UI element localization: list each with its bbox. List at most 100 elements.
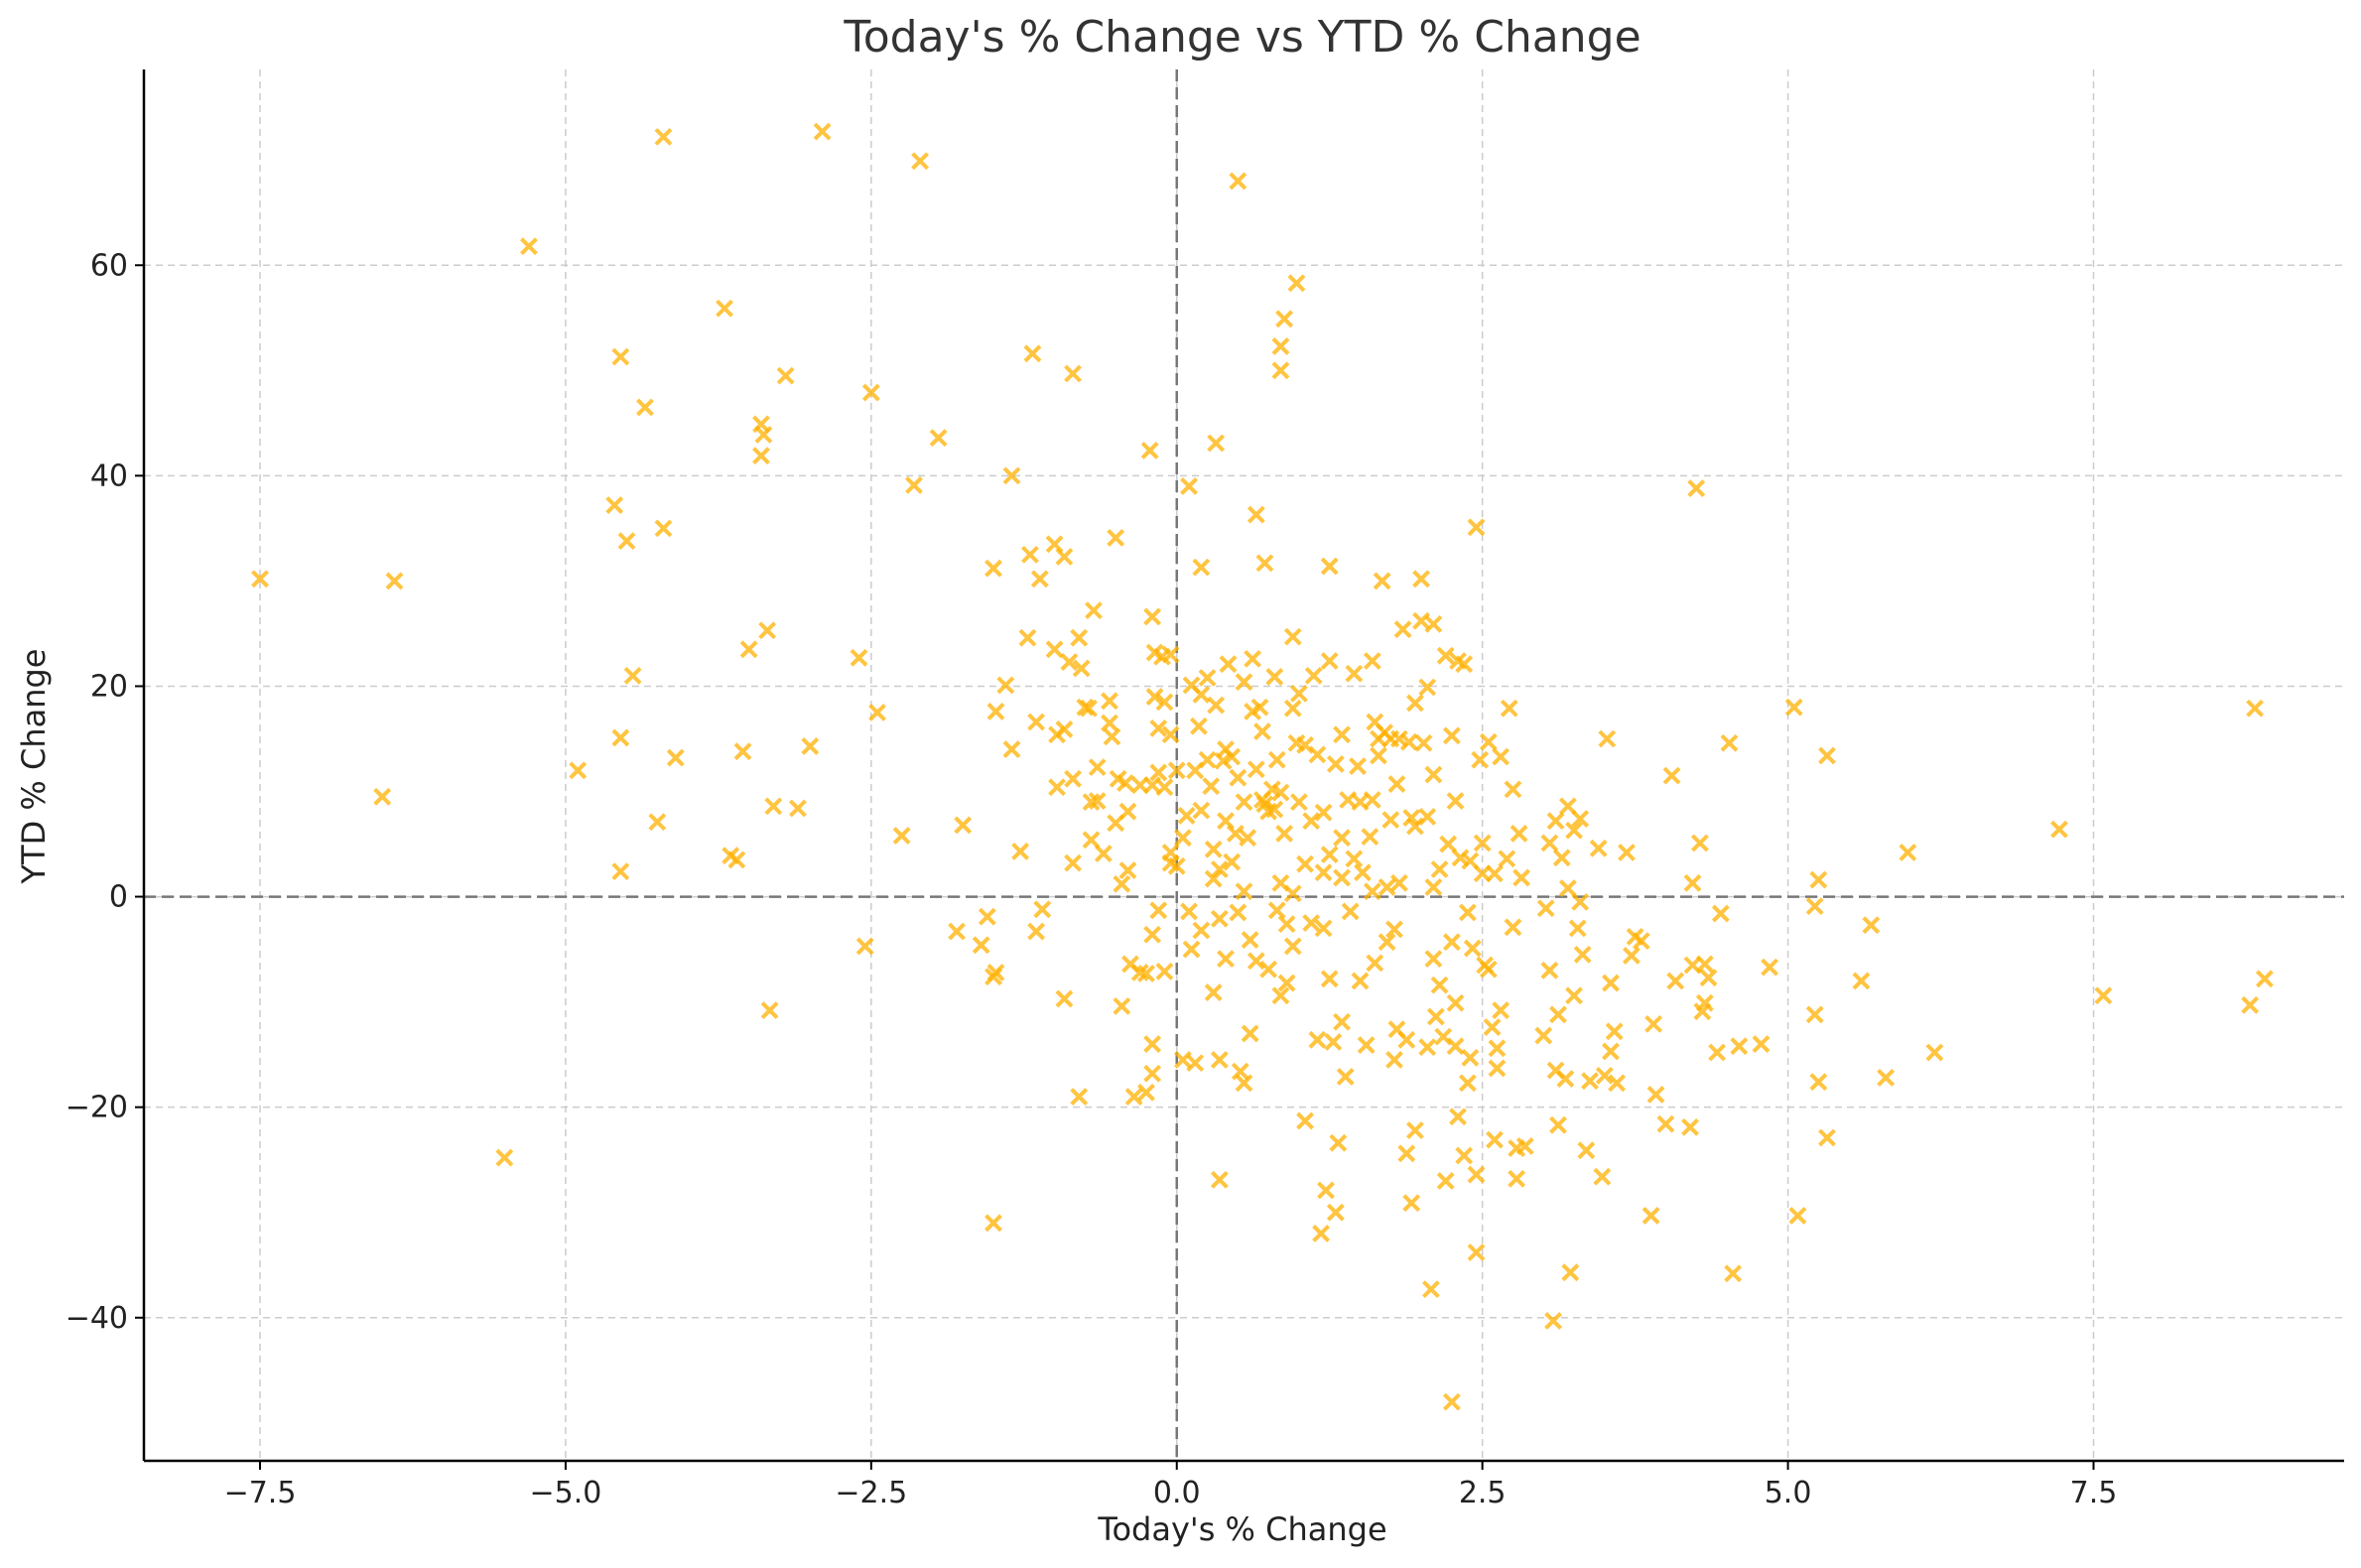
data-point [1561, 1263, 1580, 1282]
data-point [1473, 834, 1492, 852]
data-point [986, 964, 1005, 981]
data-point [1467, 1243, 1486, 1261]
data-point [1275, 825, 1294, 843]
data-point [1498, 849, 1516, 868]
data-point [1198, 750, 1217, 769]
data-point [1155, 693, 1174, 712]
data-point [1446, 993, 1465, 1012]
data-point [1406, 694, 1424, 713]
data-point [1632, 932, 1650, 951]
data-point [1329, 1133, 1348, 1152]
data-point [1451, 849, 1470, 867]
data-point [1458, 1074, 1477, 1093]
data-point [1500, 699, 1518, 718]
data-point [929, 429, 948, 448]
data-point [1229, 768, 1247, 787]
x-tick-label: 2.5 [1459, 1476, 1507, 1510]
data-point [1370, 746, 1387, 765]
data-point [1229, 172, 1247, 191]
data-point [1455, 655, 1474, 674]
data-point [954, 816, 973, 835]
data-point [1333, 725, 1351, 744]
data-point [605, 496, 624, 514]
data-point [1048, 778, 1066, 797]
data-point [1602, 974, 1620, 992]
data-point [1373, 572, 1391, 590]
data-point [1752, 1035, 1771, 1053]
data-point [1504, 918, 1522, 937]
data-point [1446, 1037, 1465, 1056]
data-point [1345, 849, 1364, 868]
data-point [1045, 640, 1064, 659]
data-point [1618, 844, 1636, 861]
data-point [1255, 554, 1274, 573]
data-point [2050, 820, 2068, 839]
data-point [1568, 919, 1587, 938]
data-point [1320, 557, 1339, 576]
x-tick-label: −5.0 [529, 1476, 601, 1510]
data-point [1508, 1169, 1526, 1188]
data-point [1094, 845, 1113, 862]
data-point [1174, 1051, 1192, 1069]
data-point [1549, 1005, 1567, 1024]
data-point [1687, 479, 1706, 497]
data-point [1426, 1007, 1445, 1026]
data-point [1418, 678, 1437, 697]
data-point [1161, 645, 1180, 664]
data-point [2241, 995, 2260, 1014]
axes-spines [142, 69, 2344, 1463]
data-point [1862, 916, 1881, 935]
data-point [1296, 1111, 1314, 1130]
data-point [1088, 758, 1107, 777]
data-point [1486, 864, 1504, 883]
data-point [1320, 970, 1339, 988]
data-point [1492, 1001, 1510, 1020]
data-point [1512, 868, 1531, 887]
data-point [1442, 726, 1461, 745]
data-point [1439, 835, 1458, 853]
data-point [1101, 692, 1118, 711]
data-point [1605, 1022, 1624, 1041]
data-point [1363, 652, 1381, 670]
data-point [855, 937, 874, 956]
data-point [1186, 1054, 1205, 1073]
data-point [948, 922, 966, 941]
data-point [1809, 870, 1828, 889]
data-point [1314, 919, 1333, 938]
x-tick-label: −2.5 [835, 1476, 907, 1510]
data-point [1155, 778, 1174, 797]
data-point [1271, 361, 1290, 380]
data-point [1571, 810, 1590, 829]
data-point [1192, 801, 1211, 820]
data-point [1565, 821, 1583, 840]
data-point [1877, 1069, 1896, 1087]
data-point [1088, 792, 1107, 810]
data-point [1204, 983, 1223, 1001]
data-point [733, 742, 752, 761]
data-point [1023, 344, 1042, 363]
data-point [1290, 684, 1308, 703]
data-point [1116, 774, 1134, 792]
data-point [1101, 714, 1118, 732]
data-point [1573, 945, 1592, 964]
data-point [1259, 960, 1278, 979]
x-tick-label: 0.0 [1153, 1476, 1201, 1510]
data-point [623, 666, 642, 685]
data-point [1730, 1037, 1749, 1056]
data-point [1296, 854, 1314, 873]
data-point [1412, 570, 1431, 588]
data-point [1107, 529, 1125, 547]
data-point [1143, 1064, 1162, 1083]
data-point [1402, 1194, 1421, 1213]
data-point [996, 676, 1015, 695]
data-point [1818, 1128, 1836, 1147]
data-point [1589, 839, 1608, 857]
data-point [1265, 800, 1284, 819]
data-point [1143, 925, 1162, 944]
data-point [1118, 802, 1137, 821]
y-tick-label: −20 [66, 1091, 128, 1125]
data-point [760, 1001, 779, 1020]
data-point [727, 850, 746, 869]
data-point [1387, 775, 1406, 794]
data-point [1406, 1121, 1424, 1139]
